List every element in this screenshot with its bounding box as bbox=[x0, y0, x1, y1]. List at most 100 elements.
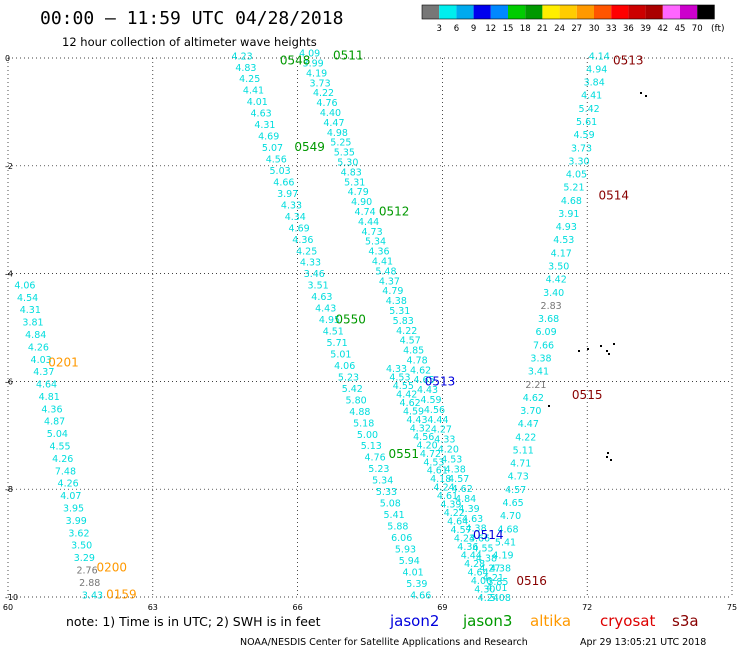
wave-height-value: 4.22 bbox=[396, 326, 417, 337]
wave-height-value: 5.11 bbox=[513, 445, 534, 456]
legend-frame bbox=[421, 4, 715, 20]
wave-height-value: 5.07 bbox=[262, 143, 283, 154]
wave-height-value: 5.08 bbox=[490, 593, 511, 604]
wave-height-value: 5.31 bbox=[389, 306, 410, 317]
wave-height-value: 4.06 bbox=[334, 361, 355, 372]
wave-height-value: 7.66 bbox=[533, 340, 554, 351]
wave-height-value: 4.59 bbox=[420, 395, 441, 406]
wave-height-value: 4.64 bbox=[36, 380, 57, 391]
wave-height-value: 4.55 bbox=[393, 381, 414, 392]
wave-height-value: 4.43 bbox=[417, 385, 438, 396]
wave-height-value: 5.42 bbox=[579, 104, 600, 115]
wave-height-value: 5.23 bbox=[338, 372, 359, 383]
wave-height-value: 4.28 bbox=[464, 559, 485, 570]
x-tick-label: 63 bbox=[148, 603, 158, 612]
wave-height-value: 5.31 bbox=[344, 177, 365, 188]
land-mark bbox=[610, 459, 612, 461]
wave-height-value: 5.30 bbox=[337, 157, 358, 168]
wave-height-value: 3.68 bbox=[538, 314, 559, 325]
wave-height-value: 4.21 bbox=[483, 573, 504, 584]
wave-height-value: 4.41 bbox=[243, 86, 264, 97]
wave-height-value: 5.33 bbox=[376, 487, 397, 498]
wave-height-value: 4.47 bbox=[323, 118, 344, 129]
wave-height-value: 4.34 bbox=[285, 212, 306, 223]
wave-height-value: 4.66 bbox=[273, 177, 294, 188]
wave-height-value: 4.05 bbox=[566, 170, 587, 181]
satellite-name-jason3: jason3 bbox=[462, 612, 512, 630]
wave-height-value: 4.59 bbox=[403, 406, 424, 417]
wave-height-value: 4.64 bbox=[467, 568, 488, 579]
wave-height-value: 4.62 bbox=[452, 484, 473, 495]
wave-height-value: 3.70 bbox=[520, 406, 541, 417]
wave-height-value: 4.83 bbox=[235, 63, 256, 74]
wave-height-value: 5.41 bbox=[384, 510, 405, 521]
wave-height-value: 4.40 bbox=[320, 108, 341, 119]
legend-label: 24 bbox=[554, 24, 565, 34]
legend-unit: (ft) bbox=[711, 24, 725, 34]
wave-height-value: 3.41 bbox=[528, 367, 549, 378]
wave-height-value: 3.99 bbox=[66, 516, 87, 527]
wave-height-value: 5.39 bbox=[406, 579, 427, 590]
wave-height-value: 5.41 bbox=[495, 537, 516, 548]
orbit-time-label: 0551 bbox=[389, 447, 420, 461]
wave-height-value: 4.32 bbox=[410, 423, 431, 434]
wave-height-value: 5.93 bbox=[395, 544, 416, 555]
wave-height-value: 5.71 bbox=[327, 338, 348, 349]
orbit-time-label: 0514 bbox=[598, 188, 629, 202]
wave-height-value: 4.59 bbox=[573, 130, 594, 141]
wave-height-value: 6.06 bbox=[391, 533, 412, 544]
wave-height-value: 4.51 bbox=[323, 327, 344, 338]
wave-height-value: 2.76 bbox=[76, 566, 97, 577]
orbit-time-label: 0515 bbox=[572, 388, 603, 402]
wave-height-value: 4.76 bbox=[316, 98, 337, 109]
wave-height-value: 4.43 bbox=[315, 304, 336, 315]
wave-height-value: 4.93 bbox=[556, 222, 577, 233]
orbit-time-label: 0549 bbox=[294, 140, 325, 154]
wave-height-value: 4.66 bbox=[469, 534, 490, 545]
wave-height-value: 4.23 bbox=[454, 534, 475, 545]
wave-height-value: 4.22 bbox=[515, 432, 536, 443]
wave-height-value: 4.19 bbox=[306, 68, 327, 79]
wave-height-value: 4.56 bbox=[424, 405, 445, 416]
y-tick-label: -2 bbox=[5, 162, 13, 171]
footer-note: note: 1) Time is in UTC; 2) SWH is in fe… bbox=[66, 614, 321, 629]
wave-height-value: 4.65 bbox=[413, 375, 434, 386]
legend-swatch bbox=[422, 5, 440, 19]
legend-label: 9 bbox=[471, 24, 476, 34]
wave-height-value: 4.33 bbox=[386, 364, 407, 375]
y-tick-label: -8 bbox=[5, 485, 13, 494]
wave-height-value: 4.31 bbox=[20, 305, 41, 316]
wave-height-value: 4.01 bbox=[486, 583, 507, 594]
orbit-time-label: 0514 bbox=[473, 528, 504, 542]
color-scale-legend: 3 6 9 12 15 18 21 24 27 30 33 36 39 42 45 70 bbox=[421, 4, 715, 34]
wave-height-value: 4.73 bbox=[508, 472, 529, 483]
wave-height-value: 4.44 bbox=[461, 551, 482, 562]
wave-height-value: 4.61 bbox=[427, 466, 448, 477]
wave-height-value: 4.65 bbox=[503, 498, 524, 509]
wave-height-value: 4.31 bbox=[254, 120, 275, 131]
wave-height-value: 4.18 bbox=[430, 474, 451, 485]
wave-height-value: 5.94 bbox=[399, 556, 420, 567]
wave-height-value: 4.36 bbox=[457, 542, 478, 553]
wave-height-value: 4.66 bbox=[410, 590, 431, 601]
wave-height-value: 4.87 bbox=[44, 417, 65, 428]
wave-height-value: 4.20 bbox=[417, 440, 438, 451]
wave-height-value: 4.69 bbox=[289, 223, 310, 234]
land-mark bbox=[600, 345, 602, 347]
wave-height-value: 4.07 bbox=[60, 491, 81, 502]
wave-height-value: 4.55 bbox=[472, 544, 493, 555]
wave-height-value: 4.33 bbox=[281, 200, 302, 211]
legend-label: 36 bbox=[623, 24, 634, 34]
wave-height-value: 4.79 bbox=[382, 286, 403, 297]
x-tick-label: 75 bbox=[727, 603, 737, 612]
wave-height-value: 5.21 bbox=[563, 183, 584, 194]
wave-height-value: 4.39 bbox=[459, 504, 480, 515]
wave-height-value: 5.61 bbox=[576, 117, 597, 128]
wave-height-value: 4.24 bbox=[478, 593, 499, 604]
wave-height-value: 4.37 bbox=[33, 367, 54, 378]
wave-height-value: 4.71 bbox=[510, 459, 531, 470]
orbit-time-label: 0548 bbox=[280, 54, 311, 68]
wave-height-value: 4.22 bbox=[313, 88, 334, 99]
wave-height-value: 4.53 bbox=[553, 235, 574, 246]
